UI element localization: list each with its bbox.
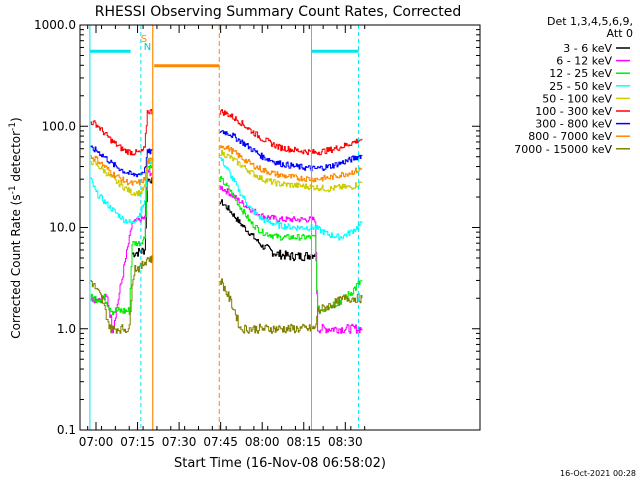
series-line-1-seg-0: [90, 169, 154, 334]
y-axis-label: Corrected Count Rate (s-1 detector-1): [8, 117, 23, 338]
x-tick-label-5: 08:15: [286, 435, 321, 449]
series-line-5-seg-1: [219, 109, 363, 156]
x-tick-label-3: 07:45: [203, 435, 238, 449]
x-tick-label-4: 08:00: [245, 435, 280, 449]
legend-label-2: 12 - 25 keV: [549, 67, 612, 80]
x-tick-label-6: 08:30: [328, 435, 363, 449]
series-line-7-seg-0: [90, 155, 154, 186]
series-line-0-seg-0: [132, 177, 154, 258]
series-line-4-seg-0: [90, 157, 154, 197]
y-tick-label-3: 100.0: [42, 119, 76, 133]
y-axis-label-end: ): [9, 117, 23, 122]
legend-header-line2: Att 0: [607, 27, 633, 40]
series-line-8-seg-0: [90, 255, 154, 334]
chart-title: RHESSI Observing Summary Count Rates, Co…: [95, 4, 461, 20]
marker-label-n: N: [144, 42, 151, 53]
legend-label-8: 7000 - 15000 keV: [514, 143, 612, 156]
series-line-4-seg-1: [219, 149, 363, 193]
series-line-6-seg-1: [219, 130, 363, 172]
y-axis-label-main: Corrected Count Rate (s: [9, 194, 23, 338]
y-axis-label-sup2: -1: [8, 122, 18, 131]
legend-label-7: 800 - 7000 keV: [528, 130, 612, 143]
x-tick-label-1: 07:15: [120, 435, 155, 449]
y-tick-label-0: 0.1: [57, 423, 76, 437]
x-tick-label-2: 07:30: [162, 435, 197, 449]
legend-label-5: 100 - 300 keV: [535, 105, 612, 118]
series-line-2-seg-0: [90, 164, 154, 315]
y-tick-label-2: 10.0: [49, 221, 76, 235]
series-line-1-seg-1: [219, 185, 363, 334]
series-line-6-seg-0: [90, 145, 154, 178]
plot-content: [89, 25, 363, 430]
x-tick-label-0: 07:00: [79, 435, 114, 449]
legend-label-1: 6 - 12 keV: [556, 55, 612, 68]
x-axis-label: Start Time (16-Nov-08 06:58:02): [174, 456, 386, 471]
series-line-0-seg-1: [219, 199, 316, 262]
plot-area: SN: [89, 25, 363, 430]
marker-label-s: S: [141, 34, 147, 45]
series-line-5-seg-0: [90, 109, 154, 156]
series-line-3-seg-0: [90, 158, 154, 224]
y-tick-label-1: 1.0: [57, 322, 76, 336]
series-line-3-seg-1: [219, 157, 363, 241]
y-tick-label-4: 1000.0: [34, 18, 76, 32]
legend-label-6: 300 - 800 keV: [535, 118, 612, 131]
y-axis-label-sup1: -1: [8, 185, 18, 194]
legend-label-4: 50 - 100 keV: [542, 92, 612, 105]
y-axis: 0.1 1.0 10.0 100.0 1000.0: [34, 18, 480, 437]
footer-timestamp: 16-Oct-2021 00:28: [560, 469, 636, 478]
series-line-7-seg-1: [219, 145, 363, 183]
series-line-8-seg-1: [219, 278, 363, 334]
y-axis-label-mid: detector: [9, 131, 23, 186]
x-axis: 07:00 07:15 07:30 07:45 08:00 08:15 08:30: [79, 25, 366, 449]
legend-header-line1: Det 1,3,4,5,6,9,: [547, 15, 633, 28]
legend-label-0: 3 - 6 keV: [563, 42, 612, 55]
legend-label-3: 25 - 50 keV: [549, 80, 612, 93]
